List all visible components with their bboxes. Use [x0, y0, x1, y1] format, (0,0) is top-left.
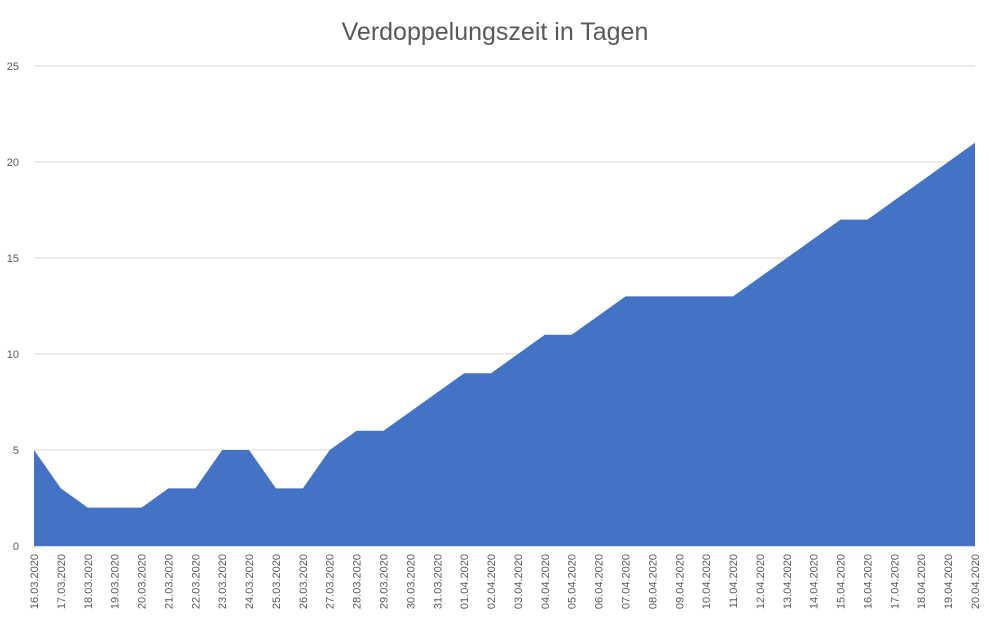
x-tick-label: 27.03.2020	[325, 554, 337, 609]
x-tick-label: 21.03.2020	[163, 554, 175, 609]
x-tick-label: 08.04.2020	[647, 554, 659, 609]
x-tick-label: 20.03.2020	[137, 554, 149, 609]
x-tick-label: 17.03.2020	[56, 554, 68, 609]
x-tick-label: 20.04.2020	[970, 554, 982, 609]
x-tick-label: 15.04.2020	[836, 554, 848, 609]
x-axis-tick-labels: 16.03.2020 17.03.2020 18.03.2020 19.03.2020…	[29, 554, 982, 609]
y-tick-label: 15	[7, 253, 19, 265]
x-tick-label: 02.04.2020	[486, 554, 498, 609]
x-tick-label: 22.03.2020	[190, 554, 202, 609]
x-tick-label: 01.04.2020	[459, 554, 471, 609]
x-tick-label: 19.03.2020	[110, 554, 122, 609]
area-series	[34, 142, 975, 547]
x-tick-label: 16.04.2020	[862, 554, 874, 609]
x-tick-label: 09.04.2020	[674, 554, 686, 609]
x-tick-label: 26.03.2020	[298, 554, 310, 609]
x-tick-label: 03.04.2020	[513, 554, 525, 609]
y-tick-label: 20	[7, 157, 19, 169]
x-tick-label: 12.04.2020	[755, 554, 767, 609]
x-tick-label: 30.03.2020	[405, 554, 417, 609]
x-tick-label: 11.04.2020	[728, 554, 740, 608]
x-tick-label: 06.04.2020	[594, 554, 606, 609]
x-tick-label: 19.04.2020	[943, 554, 955, 609]
x-tick-label: 07.04.2020	[620, 554, 632, 609]
x-tick-label: 23.03.2020	[217, 554, 229, 609]
x-tick-label: 25.03.2020	[271, 554, 283, 609]
chart-title: Verdoppelungszeit in Tagen	[342, 18, 649, 46]
x-tick-label: 18.04.2020	[916, 554, 928, 609]
x-tick-label: 13.04.2020	[782, 554, 794, 609]
x-tick-label: 24.03.2020	[244, 554, 256, 609]
x-tick-label: 31.03.2020	[432, 554, 444, 609]
x-tick-label: 17.04.2020	[889, 554, 901, 609]
y-tick-label: 10	[7, 349, 19, 361]
x-tick-label: 29.03.2020	[379, 554, 391, 609]
y-tick-label: 0	[13, 541, 19, 553]
x-tick-label: 16.03.2020	[29, 554, 41, 609]
x-tick-label: 10.04.2020	[701, 554, 713, 609]
x-tick-label: 05.04.2020	[567, 554, 579, 609]
x-tick-label: 28.03.2020	[352, 554, 364, 609]
x-tick-label: 04.04.2020	[540, 554, 552, 609]
x-tick-label: 18.03.2020	[83, 554, 95, 609]
area-fill	[34, 142, 975, 547]
y-tick-label: 25	[7, 61, 19, 73]
x-tick-label: 14.04.2020	[809, 554, 821, 609]
y-axis-tick-labels: 0 5 10 15 20 25	[7, 61, 19, 553]
y-tick-label: 5	[13, 445, 19, 457]
